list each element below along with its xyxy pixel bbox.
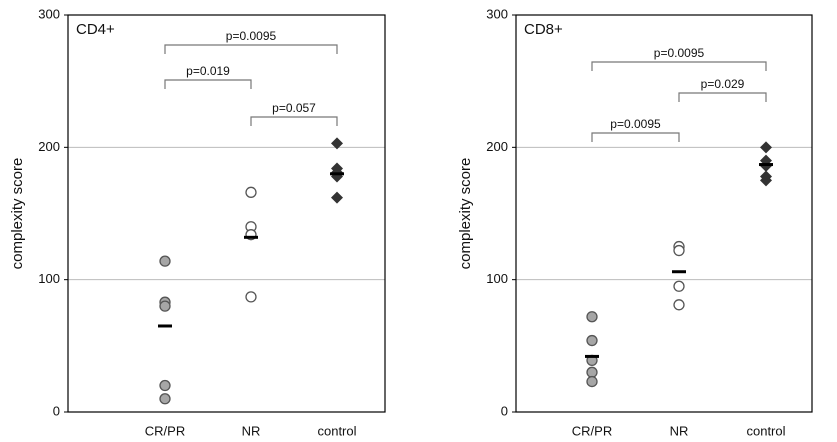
x-tick-label: NR [242,423,261,438]
point [760,141,772,154]
x-tick-label: CR/PR [145,423,185,438]
point [586,311,598,323]
point [331,137,343,150]
point [673,244,685,257]
x-tick-label: control [746,423,785,438]
p-value: p=0.057 [272,101,316,115]
point [159,393,171,405]
significance-bracket [250,116,338,126]
y-axis-label: complexity score [457,158,474,270]
p-value: p=0.0095 [654,46,705,60]
point [245,186,257,198]
point [673,299,685,311]
point [760,174,772,187]
y-tick-label: 200 [38,139,60,154]
y-tick-label: 0 [53,403,60,418]
point [159,255,171,267]
x-tick-label: NR [670,423,689,438]
significance-bracket [678,92,767,102]
point [245,291,257,303]
x-tick-label: control [317,423,356,438]
point [586,334,598,347]
plot-frame [515,14,813,413]
point [586,366,598,378]
point [331,191,343,204]
p-value: p=0.029 [701,77,745,91]
plot-frame [67,14,386,413]
y-axis-label: complexity score [9,158,26,270]
point [159,379,171,392]
y-tick-label: 0 [501,403,508,418]
p-value: p=0.0095 [226,29,277,43]
y-tick-label: 300 [486,6,508,21]
panel-title: CD4+ [76,21,115,38]
p-value: p=0.0095 [610,117,661,131]
significance-bracket [164,79,252,89]
significance-bracket [591,132,680,142]
panel-title: CD8+ [524,21,563,38]
p-value: p=0.019 [186,64,230,78]
y-tick-label: 100 [486,271,508,286]
point [159,300,171,312]
y-tick-label: 300 [38,6,60,21]
point [673,280,685,292]
y-tick-label: 100 [38,271,60,286]
x-tick-label: CR/PR [572,423,612,438]
significance-bracket [164,44,338,54]
significance-bracket [591,61,767,71]
y-tick-label: 200 [486,139,508,154]
point [586,375,598,388]
